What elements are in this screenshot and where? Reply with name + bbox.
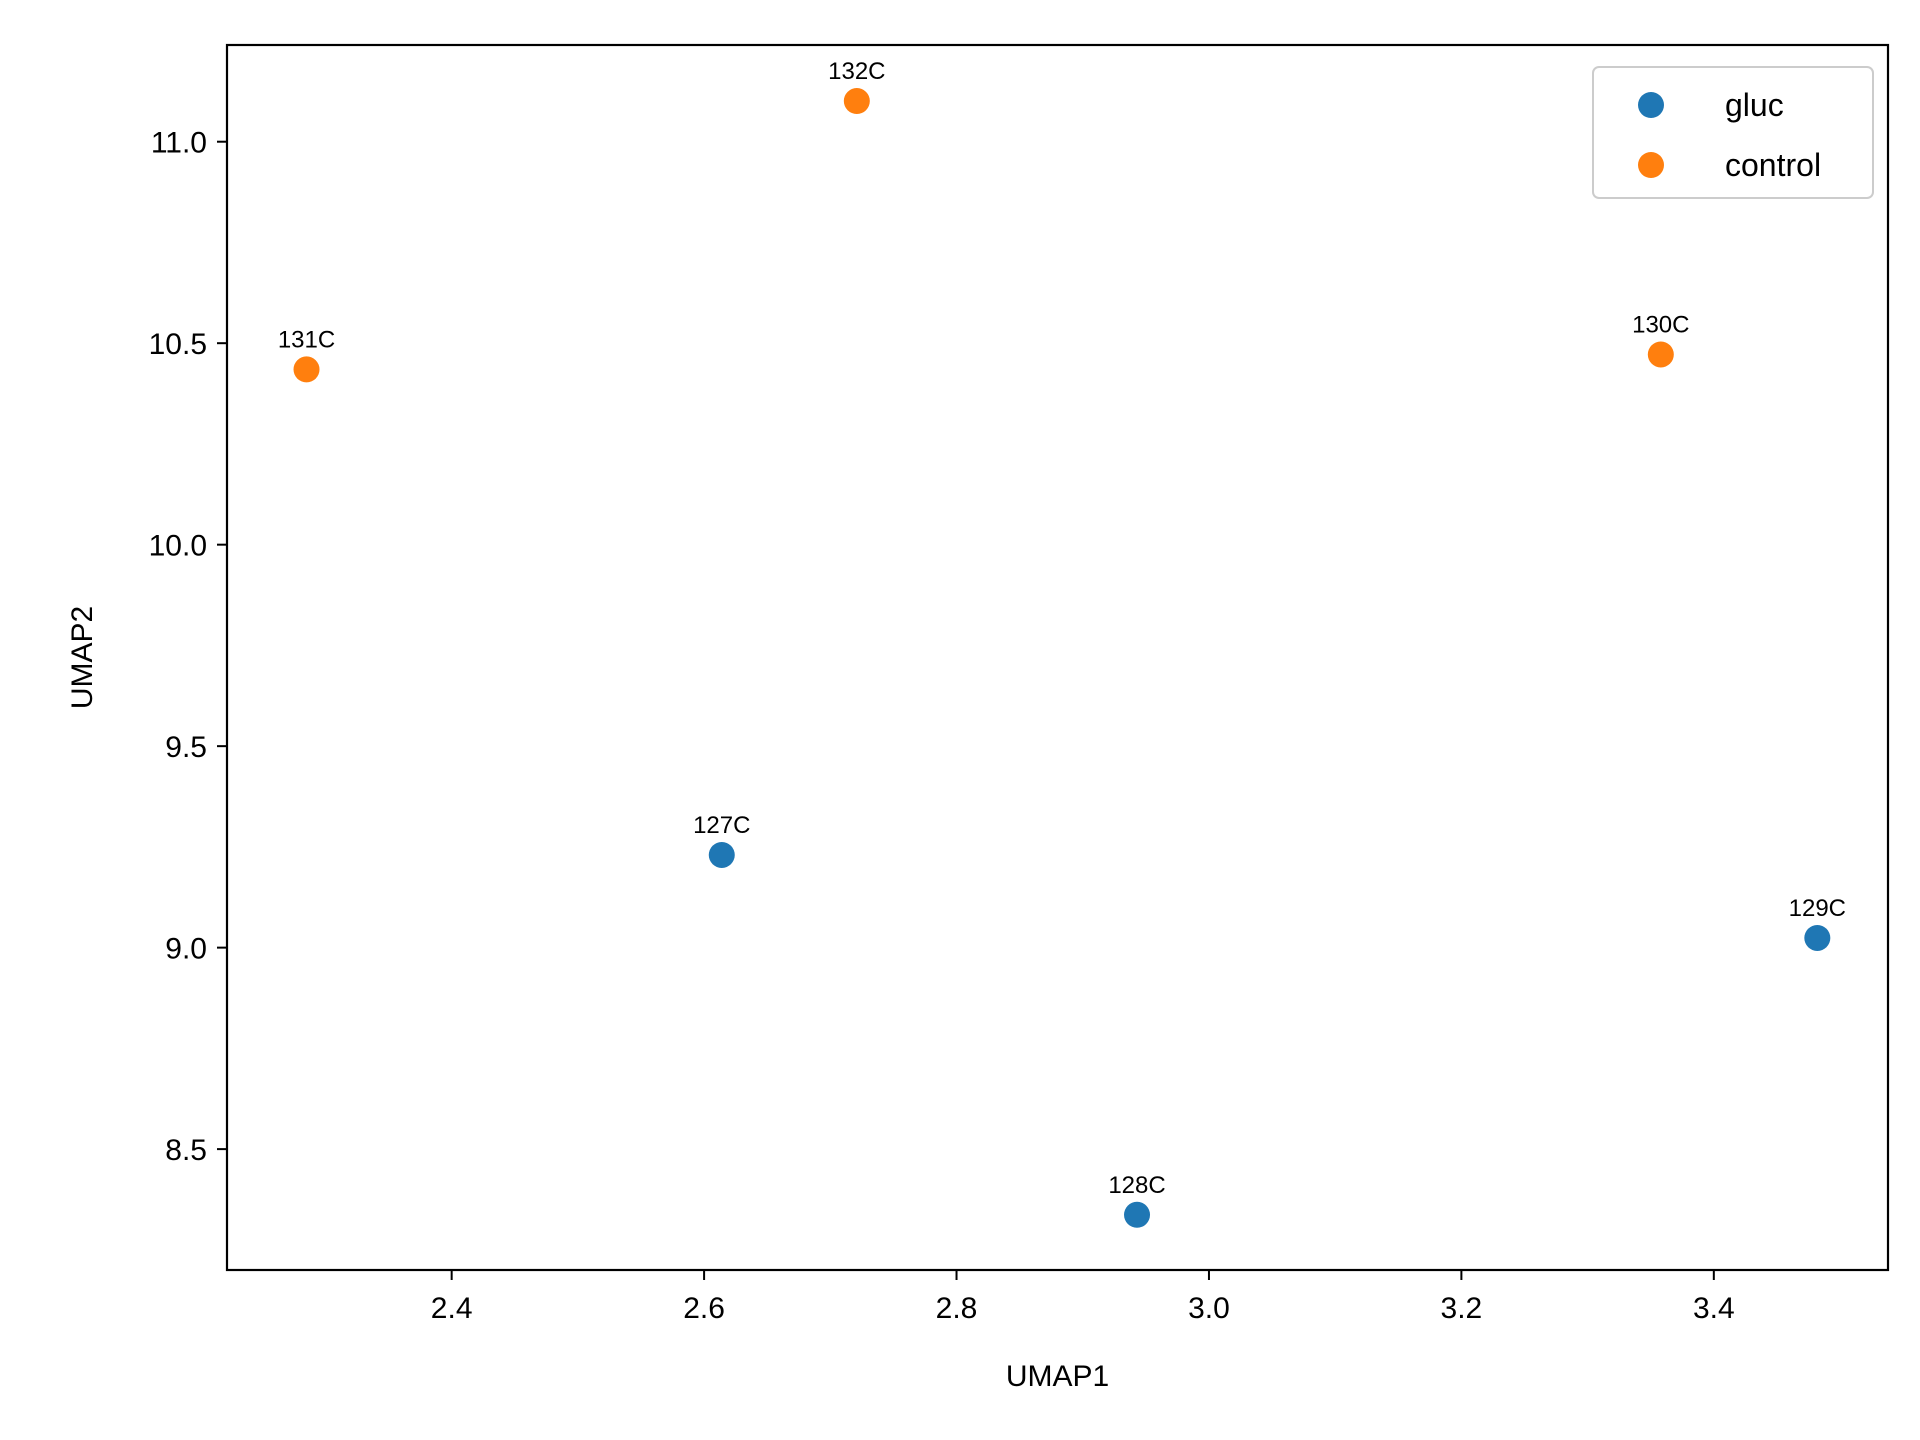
x-tick-label: 3.2: [1441, 1292, 1483, 1325]
data-point-132C: [843, 88, 870, 115]
x-tick-label: 3.0: [1188, 1292, 1230, 1325]
axes: 2.4 2.6 2.8 3.0 3.2 3.4 8.5 9.0 9.5 10.0 10.5 11.0 U…: [66, 43, 1890, 1393]
y-tick-label: 10.5: [149, 328, 207, 361]
x-tick-label: 2.6: [683, 1292, 725, 1325]
y-axis-label: UMAP2: [66, 606, 99, 709]
data-point-129C: [1804, 924, 1831, 951]
x-axis-label: UMAP1: [1006, 1360, 1109, 1393]
x-tick-label: 2.8: [936, 1292, 978, 1325]
point-label: 128C: [1108, 1172, 1165, 1199]
data-point-128C: [1124, 1201, 1151, 1228]
y-tick-label: 9.0: [165, 933, 207, 966]
y-tick-label: 10.0: [149, 530, 207, 563]
legend-marker: [1638, 92, 1664, 118]
legend-entry: control: [1725, 147, 1821, 183]
data-point-130C: [1647, 341, 1674, 368]
legend-marker: [1638, 152, 1664, 178]
point-label: 127C: [693, 812, 750, 839]
point-label: 131C: [278, 326, 335, 353]
legend: gluc control: [1592, 66, 1874, 199]
point-label: 130C: [1632, 311, 1689, 338]
plot-frame: [225, 43, 1890, 1272]
y-tick-label: 9.5: [165, 731, 207, 764]
x-tick-label: 2.4: [431, 1292, 473, 1325]
point-label: 132C: [828, 58, 885, 85]
y-tick-label: 8.5: [165, 1134, 207, 1167]
data-point-131C: [293, 356, 320, 383]
y-tick-label: 11.0: [151, 127, 207, 160]
legend-entry: gluc: [1725, 87, 1784, 123]
point-label: 129C: [1789, 895, 1846, 922]
data-point-127C: [708, 841, 735, 868]
x-tick-label: 3.4: [1693, 1292, 1735, 1325]
data-points: 127C 128C 129C 131C 132C 130C: [278, 58, 1846, 1228]
